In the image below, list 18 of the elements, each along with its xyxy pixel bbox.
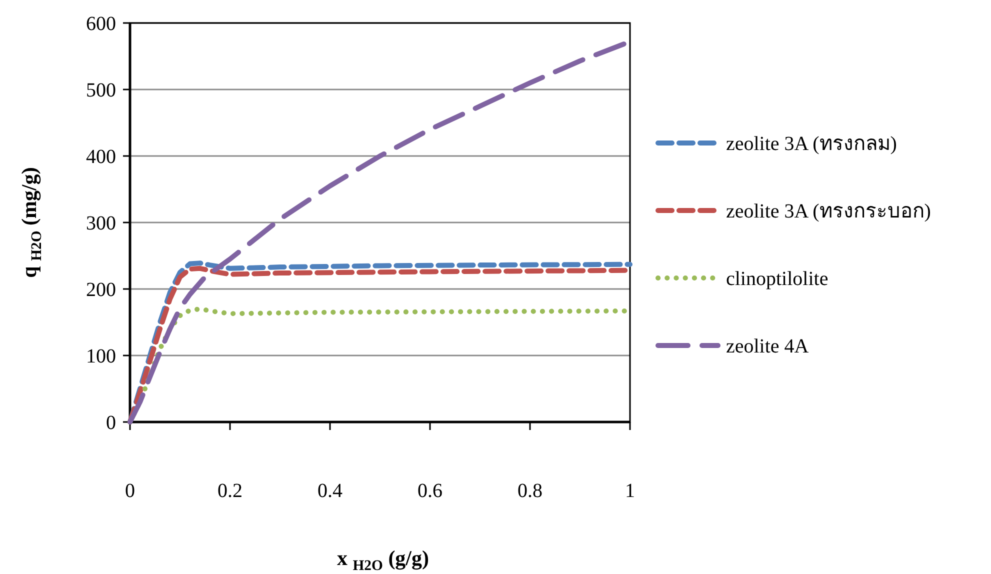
y-tick-label: 500 <box>86 80 116 102</box>
x-tick-label: 0.2 <box>218 480 242 502</box>
y-tick-label: 100 <box>86 346 116 368</box>
legend-label: zeolite 3A (ทรงกระบอก) <box>726 200 931 222</box>
legend-label: clinoptilolite <box>726 268 828 290</box>
y-tick-label: 400 <box>86 146 116 168</box>
x-axis-title: x $_{H2O}$ (g/g) <box>336 546 430 574</box>
y-tick-label: 200 <box>86 279 116 301</box>
x-tick-label: 1 <box>625 480 635 502</box>
y-tick-label: 0 <box>106 412 116 434</box>
x-tick-label: 0.4 <box>318 480 342 502</box>
x-tick-label: 0.8 <box>518 480 542 502</box>
legend-label: zeolite 4A <box>726 336 810 358</box>
x-tick-label: 0 <box>125 480 135 502</box>
y-tick-label: 300 <box>86 212 116 234</box>
x-tick-label: 0.6 <box>418 480 442 502</box>
legend-label: zeolite 3A (ทรงกลม) <box>726 133 897 155</box>
y-tick-label: 600 <box>86 13 116 35</box>
